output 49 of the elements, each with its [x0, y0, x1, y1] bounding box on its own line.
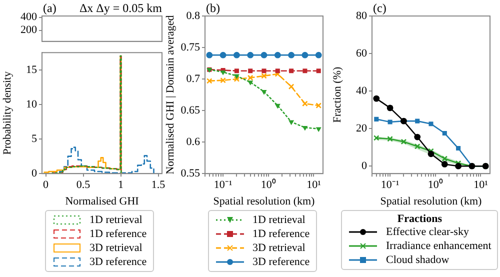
- y-tick-label: 0.65: [180, 104, 200, 116]
- chart-subtitle: Δx Δy = 0.05 km: [79, 1, 163, 16]
- x-tick-label: 10⁻¹: [214, 179, 232, 192]
- y-tick-label: 200: [20, 24, 38, 36]
- chart-title: (b): [206, 1, 220, 16]
- y-tick-label: 0.6: [186, 136, 200, 148]
- x-tick-label: 10⁻¹: [380, 179, 400, 192]
- y-tick-label: 400: [20, 11, 38, 24]
- legend-label: 3D retrieval: [252, 242, 306, 254]
- y-tick-label: 10: [26, 98, 38, 110]
- legend-label: 3D reference: [252, 256, 310, 268]
- x-tick-label: 10⁰: [260, 178, 276, 192]
- legend-label: 3D reference: [90, 256, 147, 268]
- y-tick-label: 5: [32, 132, 38, 145]
- y-axis-title: Fraction (%): [331, 66, 344, 123]
- y-tick-label: 40: [356, 84, 368, 97]
- y-tick-label: 0.55: [180, 167, 200, 180]
- y-axis-title: Normalised GHI | Domain averaged: [164, 14, 176, 174]
- x-tick-label: 0: [43, 179, 49, 192]
- chart-title: (c): [373, 1, 386, 16]
- y-tick-label: 20: [356, 122, 368, 134]
- y-tick-label: 0: [32, 167, 38, 180]
- y-tick-label: 15: [26, 64, 38, 76]
- legend-label: 1D retrieval: [90, 214, 142, 226]
- legend-label: 1D retrieval: [252, 214, 306, 226]
- x-tick-label: 10¹: [306, 179, 321, 192]
- x-tick-label: 1: [118, 179, 124, 192]
- y-tick-label: 60: [356, 47, 368, 60]
- x-tick-label: 10⁰: [428, 178, 443, 192]
- x-tick-label: 1.5: [151, 179, 166, 192]
- legend-label: Irradiance enhancement: [386, 240, 492, 252]
- legend-label: 1D reference: [90, 228, 147, 240]
- x-axis-title: Spatial resolution (km): [380, 195, 482, 208]
- y-axis-title: Probability density: [1, 70, 14, 155]
- chart-title: (a): [43, 1, 56, 16]
- y-tick-label: 0: [362, 160, 368, 172]
- legend-label: Effective clear-sky: [386, 226, 469, 238]
- y-tick-label: 0.7: [186, 72, 200, 85]
- x-axis-title: Normalised GHI: [65, 195, 140, 208]
- y-tick-label: 0.75: [180, 41, 200, 54]
- legend-label: 3D retrieval: [90, 242, 142, 254]
- x-axis-title: Spatial resolution (km): [213, 195, 316, 208]
- y-tick-label: 0.8: [186, 10, 200, 22]
- legend-title: Fractions: [396, 213, 443, 225]
- legend-label: Cloud shadow: [386, 254, 450, 266]
- x-tick-label: 10¹: [474, 179, 488, 192]
- y-tick-label: 80: [356, 10, 368, 22]
- x-tick-label: 0.5: [76, 179, 91, 192]
- legend-label: 1D reference: [252, 228, 310, 240]
